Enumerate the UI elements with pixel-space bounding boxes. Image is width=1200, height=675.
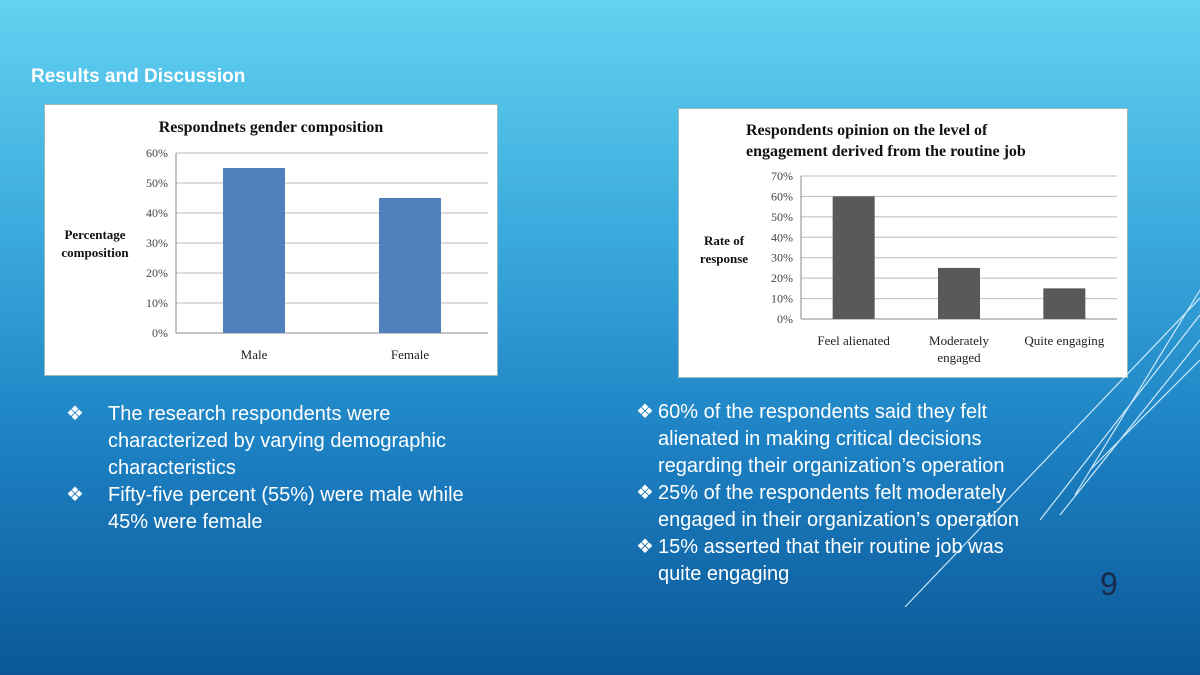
y-tick-label: 30% — [771, 251, 793, 265]
left-bullet-list: ❖ The research respondents were characteri… — [66, 401, 586, 536]
y-tick-label: 40% — [146, 206, 168, 220]
x-tick-label: Feel alienated — [817, 333, 890, 348]
bar-1 — [379, 198, 441, 333]
y-tick-label: 60% — [146, 146, 168, 160]
bullet-text-line: engaged in their organization’s operatio… — [658, 509, 1020, 531]
bullet-text-line: alienated in making critical decisions — [658, 428, 982, 450]
chart-title: Respondnets gender composition — [159, 119, 384, 136]
bullet-item: ❖ The research respondents were characteri… — [66, 401, 586, 482]
y-axis-label: Rate of — [704, 233, 745, 248]
y-tick-label: 50% — [771, 210, 793, 224]
y-tick-label: 20% — [771, 271, 793, 285]
bullet-text-line: 45% were female — [108, 511, 263, 533]
y-tick-label: 0% — [152, 326, 168, 340]
y-tick-label: 70% — [771, 169, 793, 183]
page-number: 9 — [1100, 566, 1118, 602]
bullet-text-line: regarding their organization’s operation — [658, 455, 1005, 477]
bullet-text-line: 15% asserted that their routine job was — [658, 536, 1004, 558]
y-axis-label: composition — [61, 245, 129, 260]
diamond-bullet-icon: ❖ — [66, 403, 84, 425]
y-tick-label: 20% — [146, 266, 168, 280]
y-tick-label: 40% — [771, 230, 793, 244]
gender-composition-chart: Respondnets gender composition 0% 10% 20% 30… — [44, 104, 498, 376]
bullet-text-line: Fifty-five percent (55%) were male while — [108, 484, 464, 506]
y-axis-label: Percentage — [64, 227, 125, 242]
diamond-bullet-icon: ❖ — [636, 536, 654, 558]
y-tick-label: 60% — [771, 189, 793, 203]
bullet-text-line: 25% of the respondents felt moderately — [658, 482, 1006, 504]
bar-0 — [832, 196, 875, 319]
diamond-bullet-icon: ❖ — [636, 482, 654, 504]
bar-0 — [223, 168, 285, 333]
bullet-item: ❖ 60% of the respondents said they felt al… — [636, 399, 1156, 480]
right-bullet-list: ❖ 60% of the respondents said they felt al… — [636, 399, 1156, 588]
bullet-item: ❖ 15% asserted that their routine job was… — [636, 534, 1156, 588]
x-tick-label: Quite engaging — [1024, 333, 1104, 348]
bullet-item: ❖ 25% of the respondents felt moderately e… — [636, 480, 1156, 534]
y-tick-label: 50% — [146, 176, 168, 190]
x-tick-label: Male — [241, 347, 268, 362]
bullet-item: ❖ Fifty-five percent (55%) were male whil… — [66, 482, 586, 536]
y-axis-label: response — [700, 251, 748, 266]
diamond-bullet-icon: ❖ — [66, 484, 84, 506]
x-tick-label: engaged — [937, 350, 981, 365]
bullet-text-line: 60% of the respondents said they felt — [658, 401, 988, 423]
chart-title: Respondents opinion on the level of — [746, 122, 988, 139]
engagement-opinion-chart: Respondents opinion on the level of engag… — [678, 108, 1128, 378]
slide-heading: Results and Discussion — [31, 66, 246, 87]
bullet-text-line: The research respondents were — [108, 403, 391, 425]
bullet-text-line: quite engaging — [658, 563, 790, 585]
y-tick-label: 10% — [146, 296, 168, 310]
bullet-text-line: characteristics — [108, 457, 236, 479]
chart-title: engagement derived from the routine job — [746, 143, 1026, 160]
bar-1 — [938, 267, 980, 319]
bullet-text-line: characterized by varying demographic — [108, 430, 446, 452]
y-tick-label: 30% — [146, 236, 168, 250]
bar-2 — [1043, 288, 1086, 319]
x-tick-label: Female — [391, 347, 429, 362]
y-tick-label: 0% — [777, 312, 793, 326]
diamond-bullet-icon: ❖ — [636, 401, 654, 423]
x-tick-label: Moderately — [929, 333, 989, 348]
y-tick-label: 10% — [771, 292, 793, 306]
